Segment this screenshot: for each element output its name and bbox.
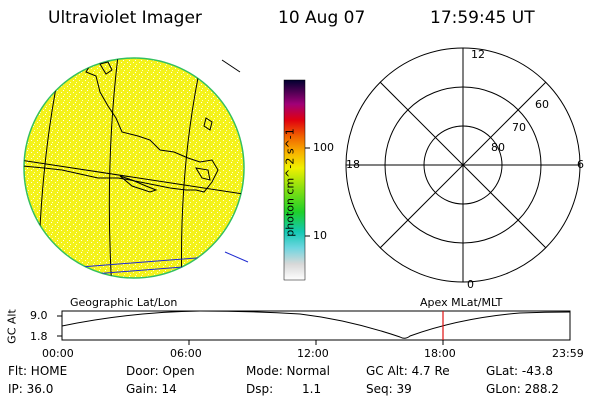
- mlt-label-18: 18: [346, 158, 360, 171]
- dsp-value: 1.1: [302, 382, 322, 396]
- mlat-label-80: 80: [491, 141, 505, 154]
- mlt-label-6: 6: [577, 158, 584, 171]
- polar-mlat-mlt-plot: [345, 47, 581, 283]
- time-tick-0600: 06:00: [170, 347, 202, 360]
- colorbar: [283, 79, 310, 281]
- time-tick-1200: 12:00: [297, 347, 329, 360]
- door-status: Door: Open: [126, 364, 195, 378]
- altitude-axis-label: GC Alt: [5, 309, 19, 344]
- geographic-latitude: GLat: -43.8: [486, 364, 553, 378]
- observation-date: 10 Aug 07: [278, 8, 366, 28]
- colorbar-tick-10: 10: [313, 229, 327, 242]
- time-tick-1800: 18:00: [424, 347, 456, 360]
- altitude-tick-1-8: 1.8: [30, 330, 48, 343]
- geographic-grid-label: Geographic Lat/Lon: [70, 296, 178, 309]
- observation-time: 17:59:45 UT: [430, 8, 535, 28]
- dsp-label: Dsp:: [246, 382, 274, 396]
- apex-grid-label: Apex MLat/MLT: [420, 296, 503, 309]
- colorbar-unit-label: photon cm^-2 s^-1: [283, 128, 297, 237]
- ip-value: IP: 36.0: [8, 382, 54, 396]
- mode-status: Mode: Normal: [246, 364, 330, 378]
- mlt-label-0: 0: [467, 278, 474, 291]
- colorbar-tick-100: 100: [313, 141, 334, 154]
- time-tick-0000: 00:00: [42, 347, 74, 360]
- altitude-plot: [57, 310, 571, 345]
- geographic-longitude: GLon: 288.2: [486, 382, 559, 396]
- instrument-title: Ultraviolet Imager: [48, 8, 202, 28]
- mlat-label-70: 70: [512, 121, 526, 134]
- mlt-label-12: 12: [471, 48, 485, 61]
- time-tick-2359: 23:59: [552, 347, 584, 360]
- sequence-number: Seq: 39: [366, 382, 412, 396]
- earth-disk-image: [23, 57, 249, 279]
- gain-value: Gain: 14: [126, 382, 177, 396]
- mlat-label-60: 60: [535, 98, 549, 111]
- altitude-tick-9: 9.0: [30, 309, 48, 322]
- gc-altitude: GC Alt: 4.7 Re: [366, 364, 450, 378]
- flight-status: Flt: HOME: [8, 364, 68, 378]
